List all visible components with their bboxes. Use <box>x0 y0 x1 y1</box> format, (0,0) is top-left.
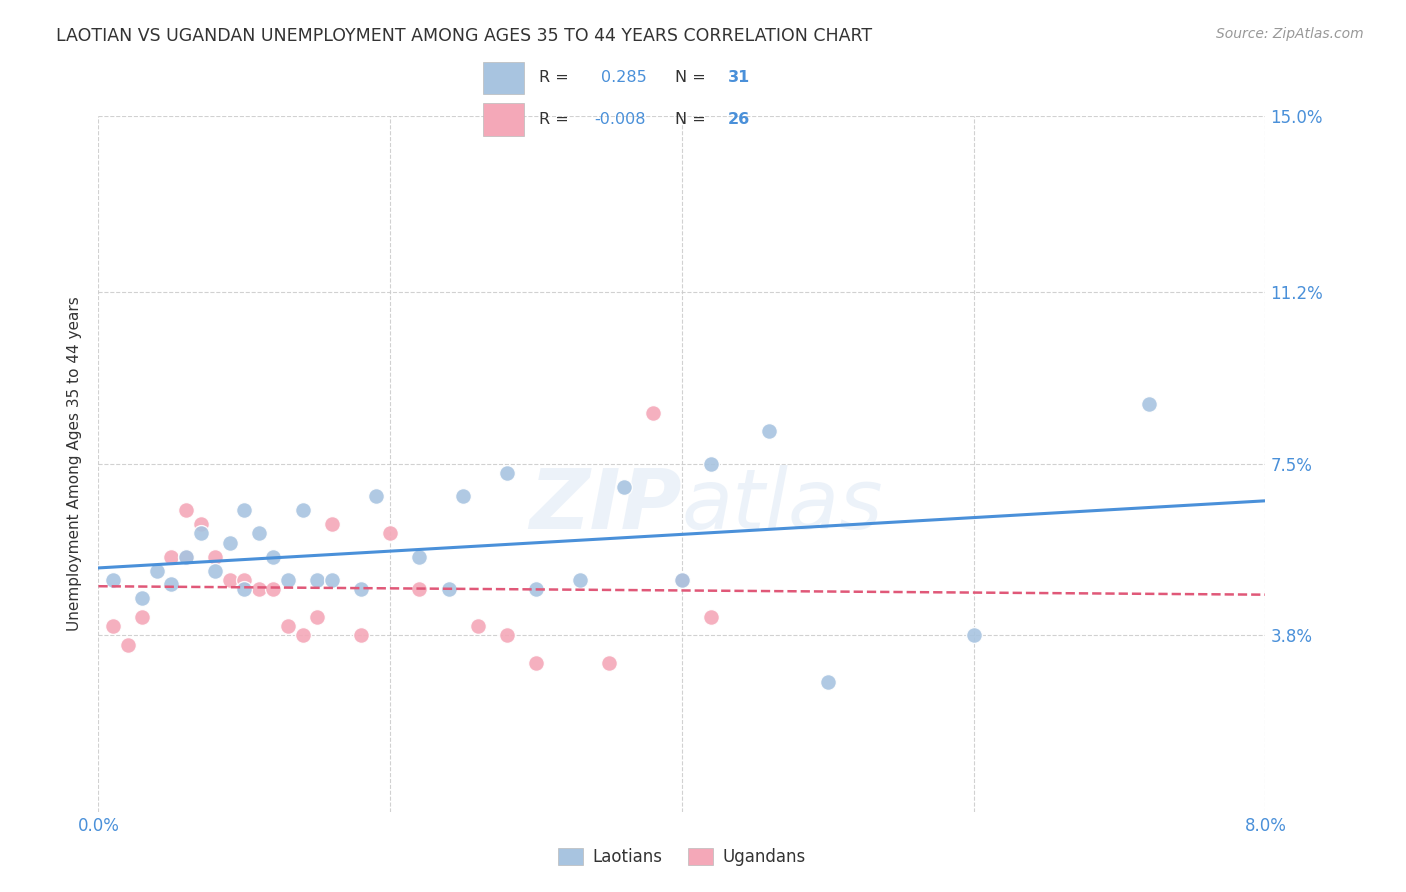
Point <box>190 517 212 532</box>
Point <box>146 564 169 578</box>
Text: -0.008: -0.008 <box>595 112 647 127</box>
Point <box>204 549 226 564</box>
Point <box>277 619 299 633</box>
Text: N =: N = <box>675 112 706 127</box>
Point <box>247 582 270 596</box>
Point <box>174 549 197 564</box>
Point <box>291 628 314 642</box>
Point <box>437 582 460 596</box>
FancyBboxPatch shape <box>484 103 523 136</box>
Point <box>174 503 197 517</box>
Point <box>378 526 402 541</box>
Text: atlas: atlas <box>682 465 883 546</box>
Text: ZIP: ZIP <box>529 465 682 546</box>
Point <box>408 582 430 596</box>
Point <box>131 610 153 624</box>
Point <box>671 573 693 587</box>
Point <box>451 489 474 503</box>
Point <box>233 503 256 517</box>
Point <box>233 573 256 587</box>
Point <box>524 582 547 596</box>
Point <box>758 425 780 439</box>
Point <box>218 535 240 549</box>
Point <box>496 628 519 642</box>
Text: 31: 31 <box>728 70 749 85</box>
Point <box>262 549 284 564</box>
Point <box>467 619 489 633</box>
Text: 0.285: 0.285 <box>600 70 647 85</box>
Point <box>1137 396 1160 410</box>
Point <box>598 657 620 671</box>
Point <box>190 526 212 541</box>
Point <box>700 457 723 471</box>
Point <box>568 573 591 587</box>
Point <box>204 564 226 578</box>
Point <box>321 573 343 587</box>
Point <box>641 406 664 420</box>
Point <box>350 582 373 596</box>
Point <box>277 573 299 587</box>
Point <box>307 610 329 624</box>
Point <box>233 582 256 596</box>
Point <box>117 638 139 652</box>
Point <box>160 549 183 564</box>
Point <box>101 573 124 587</box>
Text: R =: R = <box>538 70 569 85</box>
Text: R =: R = <box>538 112 569 127</box>
Legend: Laotians, Ugandans: Laotians, Ugandans <box>551 841 813 873</box>
Point <box>671 573 693 587</box>
FancyBboxPatch shape <box>484 62 523 94</box>
Point <box>962 628 984 642</box>
Point <box>817 674 839 689</box>
Text: 26: 26 <box>728 112 749 127</box>
Text: Source: ZipAtlas.com: Source: ZipAtlas.com <box>1216 27 1364 41</box>
Point <box>612 480 634 494</box>
Point <box>700 610 723 624</box>
Text: LAOTIAN VS UGANDAN UNEMPLOYMENT AMONG AGES 35 TO 44 YEARS CORRELATION CHART: LAOTIAN VS UGANDAN UNEMPLOYMENT AMONG AG… <box>56 27 872 45</box>
Point <box>174 549 197 564</box>
Point <box>262 582 284 596</box>
Point <box>408 549 430 564</box>
Point <box>496 466 519 480</box>
Y-axis label: Unemployment Among Ages 35 to 44 years: Unemployment Among Ages 35 to 44 years <box>67 296 83 632</box>
Point <box>321 517 343 532</box>
Point <box>218 573 240 587</box>
Point <box>160 577 183 591</box>
Point <box>364 489 387 503</box>
Point <box>101 619 124 633</box>
Text: N =: N = <box>675 70 706 85</box>
Point <box>291 503 314 517</box>
Point <box>247 526 270 541</box>
Point <box>131 591 153 606</box>
Point <box>350 628 373 642</box>
Point <box>524 657 547 671</box>
Point <box>307 573 329 587</box>
